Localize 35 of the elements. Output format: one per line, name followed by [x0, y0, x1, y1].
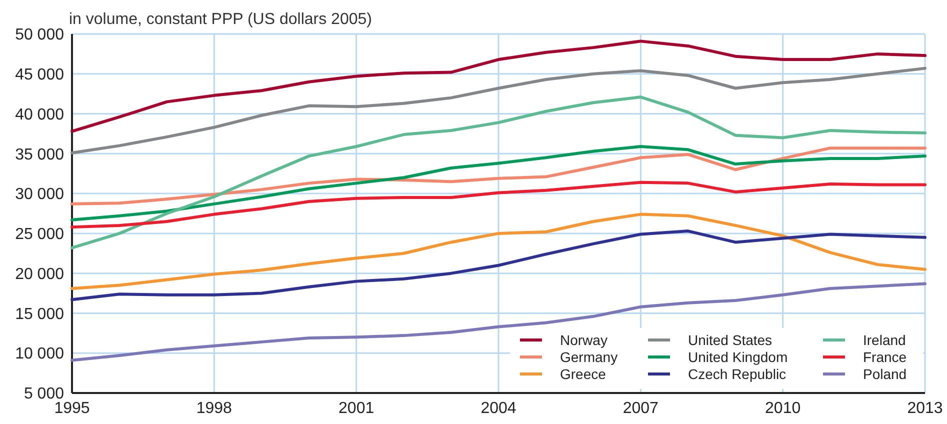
line-series [70, 230, 926, 302]
y-tick-label: 50 000 [15, 26, 64, 44]
line-series [70, 40, 926, 133]
y-tick-label: 40 000 [15, 106, 64, 124]
y-tick-label: 45 000 [15, 66, 64, 84]
line-series [70, 66, 926, 154]
x-tick-label: 1995 [54, 400, 90, 417]
y-tick-label: 15 000 [15, 306, 64, 323]
line-series [70, 146, 926, 206]
y-tick-label: 30 000 [15, 186, 64, 204]
legend-label: United Kingdom [688, 348, 788, 365]
y-tick-label: 20 000 [15, 266, 64, 283]
x-tick-label: 2001 [338, 400, 374, 417]
legend-label: Norway [560, 332, 608, 348]
line-series [70, 180, 926, 229]
legend-label: Czech Republic [688, 366, 786, 382]
line-series [70, 96, 926, 250]
legend-label: Ireland [863, 332, 906, 348]
x-tick-label: 2007 [622, 400, 659, 417]
y-tick-label: 25 000 [15, 226, 64, 244]
chart-subtitle: in volume, constant PPP (US dollars 2005) [69, 11, 372, 28]
legend-label: Greece [560, 366, 606, 382]
legend-label: Germany [560, 348, 618, 365]
x-tick-label: 2010 [765, 400, 801, 417]
line-series [70, 212, 926, 290]
line-series [70, 144, 926, 222]
legend-label: France [863, 348, 907, 365]
y-tick-label: 35 000 [15, 146, 64, 164]
legend-label: Poland [863, 366, 907, 382]
x-tick-label: 2004 [480, 400, 516, 417]
y-tick-label: 5 000 [24, 386, 64, 403]
y-tick-label: 10 000 [15, 346, 64, 363]
x-tick-label: 1998 [196, 400, 232, 417]
legend-label: United States [688, 332, 772, 348]
x-tick-label: 2013 [907, 400, 943, 417]
